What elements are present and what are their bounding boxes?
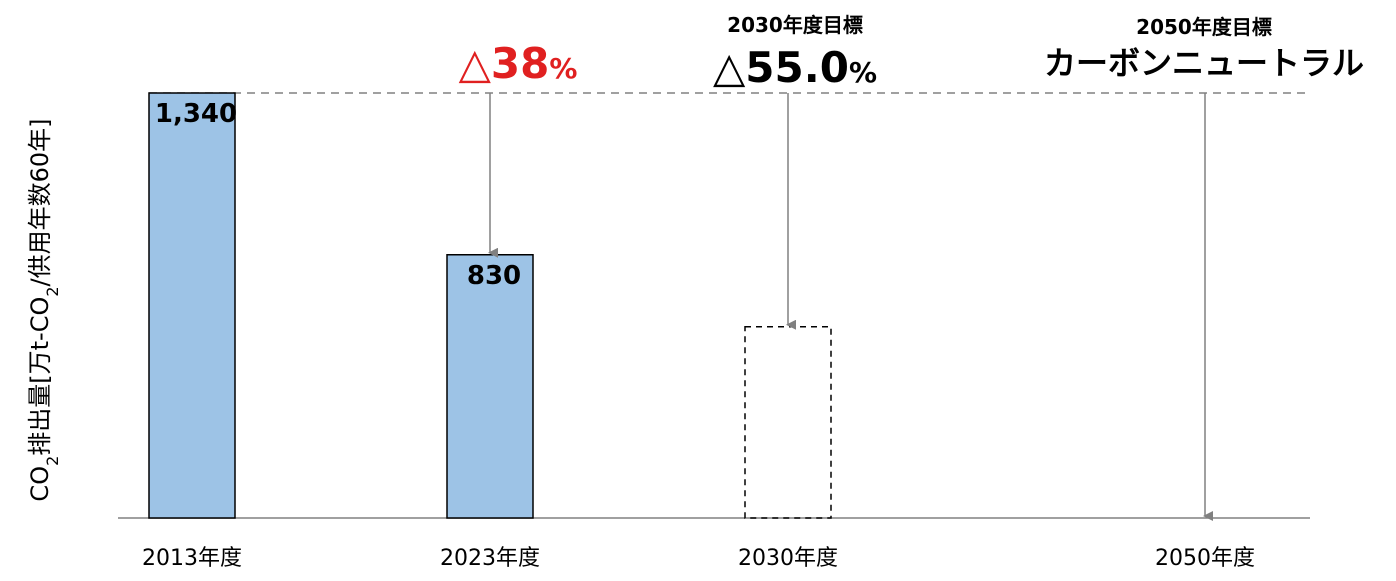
x-tick-label: 2013年度 [142,546,242,571]
annotation-heading-2050年度: 2050年度目標 [1136,15,1272,39]
bar-2013年度 [148,92,236,519]
annotation-heading-2030年度: 2030年度目標 [727,13,863,37]
annotation-value-2030年度: △55.0% [713,43,877,92]
annotation-value-2023年度: △38% [459,39,578,88]
annotation-value-2050年度: カーボンニュートラル [1044,44,1364,82]
x-tick-label: 2023年度 [440,546,540,571]
x-tick-label: 2050年度 [1155,546,1255,571]
y-axis-label: CO2排出量[万t-CO2/供用年数60年] [26,118,62,501]
bar-2030年度 [744,326,832,519]
value-label-2013年度: 1,340 [155,99,237,129]
value-label-2023年度: 830 [467,261,521,291]
bar-2023年度 [446,254,534,519]
x-tick-label: 2030年度 [738,546,838,571]
